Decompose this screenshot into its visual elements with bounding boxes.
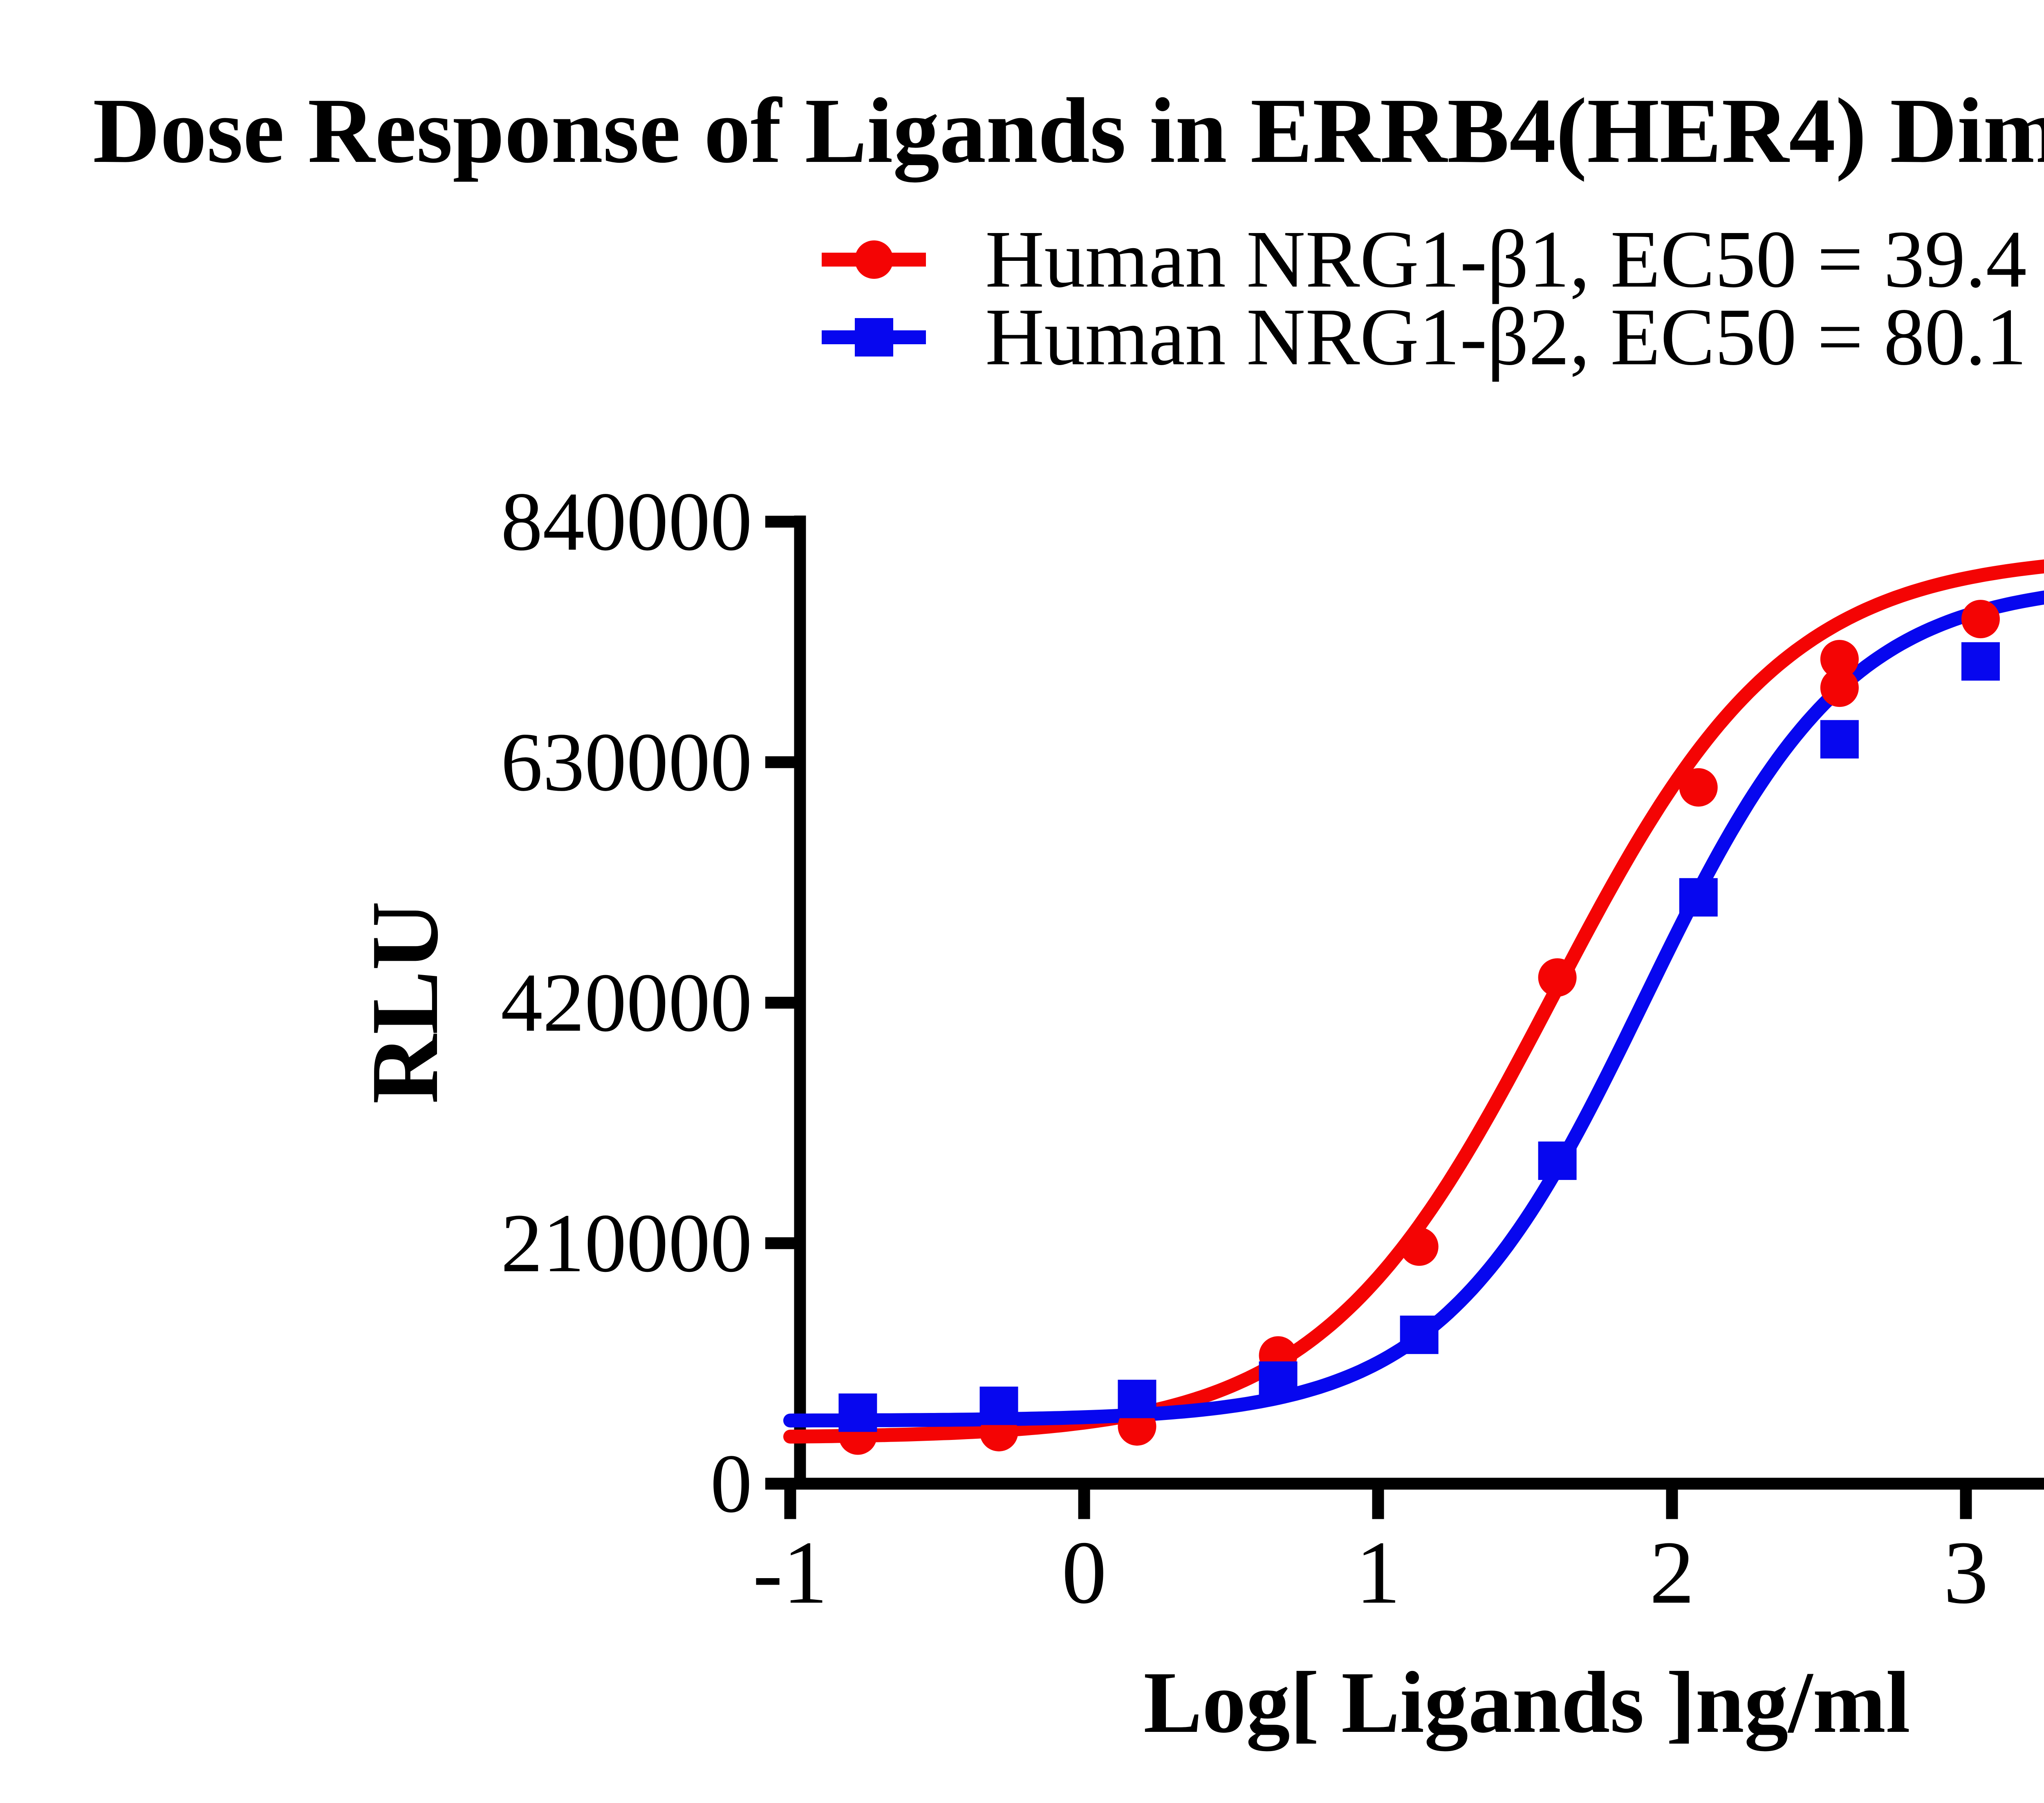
legend-square-marker-icon — [854, 318, 893, 357]
y-tick-label: 210000 — [501, 1197, 752, 1289]
data-point-blue-square — [979, 1386, 1018, 1425]
data-point-blue-square — [1679, 878, 1718, 917]
data-point-blue-square — [1538, 1141, 1577, 1180]
x-tick-label: 0 — [1062, 1523, 1107, 1622]
y-tick-label: 840000 — [501, 475, 752, 568]
x-tick-label: 3 — [1943, 1523, 1988, 1622]
legend-swatch-blue — [822, 317, 926, 358]
x-axis-title: Log[ Ligands ]ng/ml — [1143, 1653, 1910, 1751]
data-point-red-circle — [1820, 668, 1859, 707]
data-point-red-circle — [1820, 640, 1859, 679]
x-tick-label: 1 — [1356, 1523, 1401, 1622]
data-point-blue-square — [1820, 720, 1859, 759]
x-tick-label: 2 — [1650, 1523, 1694, 1622]
data-point-red-circle — [1400, 1227, 1439, 1266]
data-point-blue-square — [1259, 1361, 1298, 1400]
data-point-red-circle — [1538, 958, 1577, 997]
y-tick-label: 420000 — [501, 956, 752, 1049]
chart-title: Dose Response of Ligands in ERRB4(HER4) … — [93, 79, 2044, 182]
series-curve-blue — [783, 590, 2044, 1428]
data-point-blue-square — [1118, 1379, 1156, 1418]
data-point-blue-square — [1961, 642, 2000, 681]
legend-swatch-red — [822, 239, 926, 280]
data-point-blue-square — [838, 1393, 877, 1432]
y-tick-label: 0 — [710, 1437, 753, 1530]
data-point-blue-square — [1400, 1315, 1439, 1354]
data-point-red-circle — [1961, 600, 2000, 639]
x-tick-label: -1 — [753, 1523, 827, 1622]
legend-circle-marker-icon — [854, 240, 893, 279]
y-tick-label: 630000 — [501, 716, 752, 809]
data-point-red-circle — [1679, 768, 1718, 807]
series-curve-red — [783, 559, 2044, 1444]
